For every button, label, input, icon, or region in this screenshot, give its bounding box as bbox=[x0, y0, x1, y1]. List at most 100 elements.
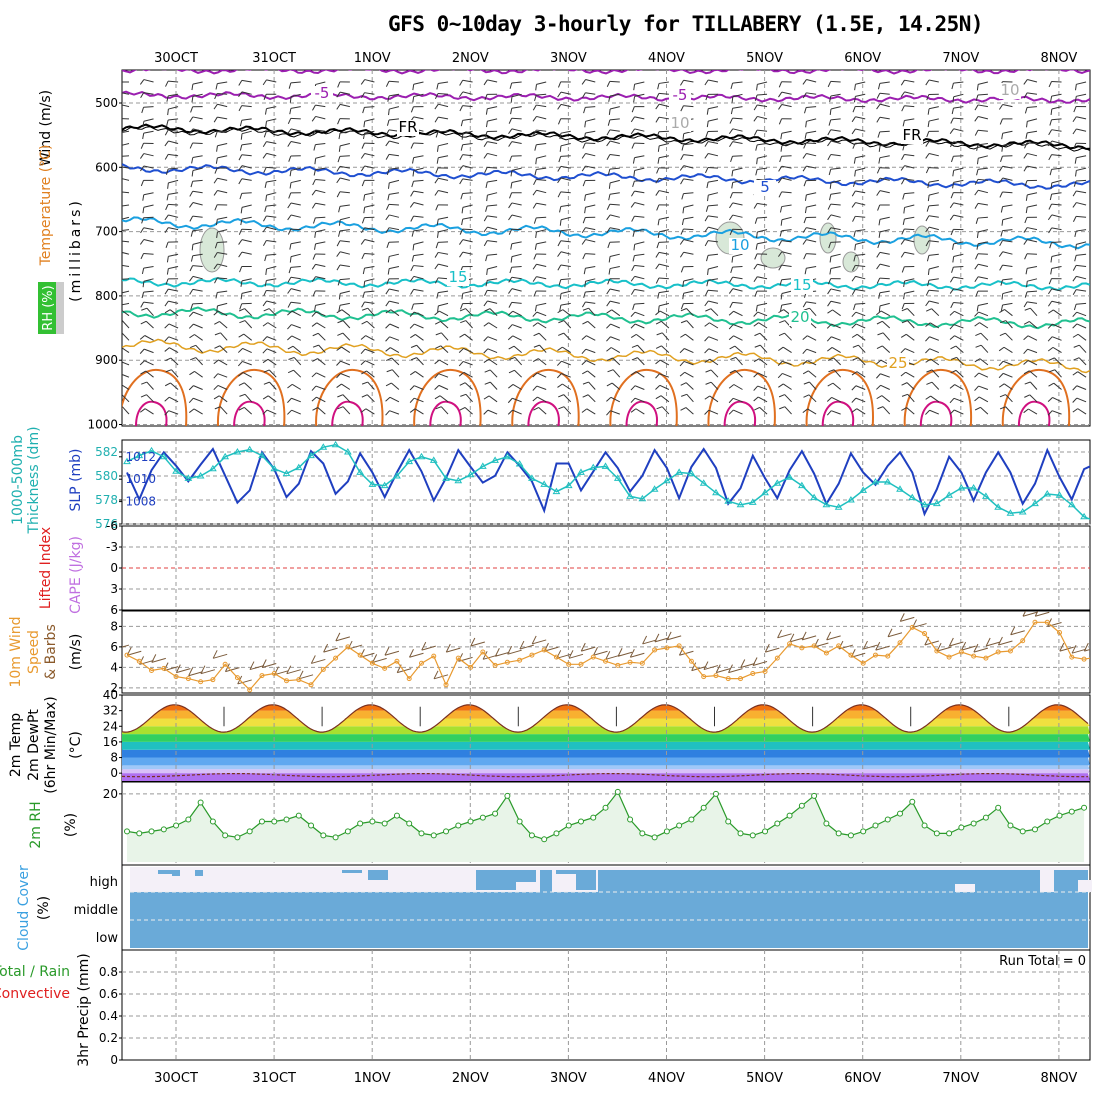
contour-minus10 bbox=[122, 70, 1090, 75]
wind-barb bbox=[953, 106, 964, 109]
date-label-top: 30OCT bbox=[154, 51, 198, 66]
wind-barb-flag bbox=[483, 409, 489, 415]
wind-barb bbox=[587, 370, 596, 378]
wind-barb-flag bbox=[949, 310, 955, 316]
wind-barb bbox=[683, 204, 694, 208]
wind-barb-flag bbox=[385, 323, 391, 329]
wind-barb-flag bbox=[409, 311, 415, 317]
wind-barb-flag bbox=[630, 128, 636, 135]
wind-barb bbox=[438, 103, 449, 108]
wind-barb-flag bbox=[950, 156, 954, 163]
wind-speed-point bbox=[652, 647, 658, 653]
surface-barb bbox=[814, 642, 829, 648]
wind-barb bbox=[315, 229, 326, 233]
wind-barb-flag bbox=[533, 217, 537, 224]
wind-speed-point bbox=[382, 665, 388, 671]
wind-barb bbox=[1076, 93, 1087, 97]
wind-barb-flag bbox=[336, 91, 341, 98]
wind-barb-flag bbox=[533, 253, 537, 260]
wind-barb-flag bbox=[1023, 321, 1030, 325]
surface-barb-flag bbox=[642, 635, 648, 645]
wind-barb bbox=[489, 381, 498, 390]
wind-barb bbox=[832, 382, 841, 390]
wind-barb bbox=[364, 79, 375, 83]
wind-barb-flag bbox=[728, 214, 734, 221]
wind-barb bbox=[905, 333, 915, 341]
date-label-top: 3NOV bbox=[550, 51, 587, 66]
wind-barb-flag bbox=[361, 381, 368, 385]
rh-point bbox=[504, 792, 511, 799]
wind-barb bbox=[904, 154, 915, 157]
wind-barb-flag bbox=[510, 170, 513, 177]
rh-point bbox=[136, 830, 143, 837]
wind-barb-flag bbox=[754, 94, 758, 101]
wind-barb bbox=[634, 179, 645, 182]
wind-barb bbox=[242, 360, 252, 366]
wind-barb-flag bbox=[728, 324, 734, 330]
wind-barb-flag bbox=[583, 107, 586, 114]
wind-barb bbox=[635, 408, 645, 415]
wind-barb-flag bbox=[730, 108, 734, 115]
wind-barb bbox=[293, 369, 302, 378]
wind-barb bbox=[168, 106, 179, 110]
wind-barb bbox=[220, 406, 228, 415]
wind-barb-flag bbox=[116, 192, 119, 197]
wind-barb bbox=[143, 118, 154, 122]
thickness-point bbox=[1080, 512, 1088, 520]
clear-gap bbox=[1040, 868, 1054, 892]
wind-barb bbox=[1005, 394, 1013, 403]
wind-barb-flag bbox=[142, 121, 145, 128]
wind-barb-flag bbox=[142, 133, 145, 140]
wind-barb bbox=[830, 129, 841, 132]
surface-barb bbox=[127, 650, 142, 656]
wind-barb bbox=[634, 241, 645, 245]
wind-barb bbox=[339, 91, 350, 95]
wind-barb bbox=[439, 359, 449, 366]
wind-barb-flag bbox=[778, 81, 783, 88]
contour-label: 15 bbox=[448, 268, 467, 286]
wind-barb-flag bbox=[704, 153, 709, 159]
wind-barb bbox=[511, 202, 522, 206]
wind-barb bbox=[784, 332, 792, 341]
wind-barb bbox=[122, 143, 130, 146]
wind-speed-point bbox=[971, 653, 977, 659]
wind-barb-flag bbox=[852, 344, 859, 348]
wind-barb-flag bbox=[1072, 190, 1077, 197]
date-label-top: 4NOV bbox=[648, 51, 685, 66]
wind-barb-flag bbox=[122, 406, 123, 408]
wind-barb bbox=[928, 179, 939, 183]
wind-barb bbox=[757, 216, 768, 219]
wind-barb bbox=[511, 167, 522, 171]
wind-barb bbox=[585, 227, 596, 231]
wind-barb bbox=[536, 93, 547, 96]
wind-barb-flag bbox=[925, 300, 930, 307]
contour-35 bbox=[1017, 400, 1051, 426]
wind-barb-flag bbox=[216, 231, 218, 238]
wind-barb-flag bbox=[581, 79, 586, 85]
rh-point bbox=[222, 832, 229, 839]
wind-barb bbox=[1027, 92, 1038, 95]
wind-barb bbox=[1027, 118, 1038, 122]
wind-barb bbox=[315, 241, 326, 245]
surface-barb bbox=[593, 650, 608, 656]
wind-barb bbox=[1002, 130, 1013, 134]
wind-barb bbox=[928, 79, 939, 83]
rh-point bbox=[185, 816, 192, 823]
wind-barb-flag bbox=[657, 305, 660, 312]
wind-barb bbox=[929, 226, 939, 231]
wind-barb bbox=[928, 118, 939, 122]
wind-barb bbox=[904, 278, 915, 282]
wind-speed-point bbox=[1069, 654, 1075, 660]
wind-barb bbox=[879, 155, 890, 159]
wind-barb-flag bbox=[557, 240, 562, 247]
wind-barb bbox=[315, 216, 326, 219]
wind-barb bbox=[1076, 155, 1087, 159]
wind-barb-flag bbox=[975, 217, 979, 224]
surface-barb bbox=[1071, 648, 1087, 654]
wind-barb bbox=[1002, 191, 1013, 194]
wind-barb-flag bbox=[778, 91, 783, 98]
wind-barb-flag bbox=[263, 290, 267, 297]
wind-barb bbox=[391, 382, 400, 390]
wind-barb bbox=[757, 115, 768, 120]
wind-barb-flag bbox=[362, 268, 366, 275]
